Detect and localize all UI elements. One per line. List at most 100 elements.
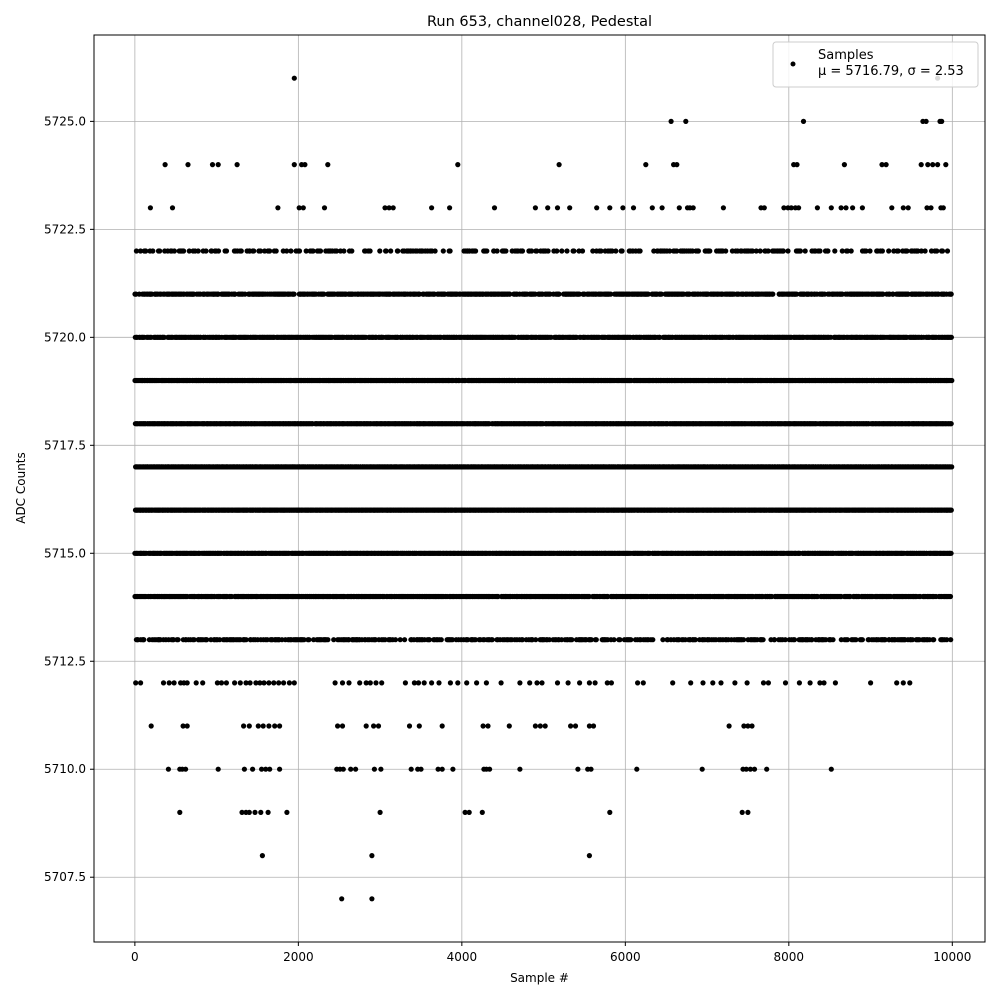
- data-point: [494, 248, 500, 254]
- data-point: [539, 680, 545, 686]
- data-point: [340, 766, 346, 772]
- data-point: [741, 723, 747, 729]
- data-point: [371, 723, 377, 729]
- data-point: [186, 248, 192, 254]
- data-point: [575, 766, 581, 772]
- data-point: [261, 680, 267, 686]
- data-point: [883, 162, 889, 168]
- data-point: [586, 853, 593, 859]
- data-point: [867, 248, 873, 254]
- data-point: [353, 766, 359, 772]
- data-point: [367, 680, 373, 686]
- data-point: [246, 723, 252, 729]
- data-point: [277, 766, 283, 772]
- data-point: [907, 680, 913, 686]
- data-point: [630, 205, 637, 211]
- data-point: [267, 248, 273, 254]
- data-point: [905, 205, 911, 211]
- data-point: [586, 723, 593, 729]
- data-point: [944, 248, 951, 254]
- data-point: [564, 248, 570, 254]
- data-point: [939, 118, 945, 124]
- data-point: [640, 680, 646, 686]
- data-point: [688, 680, 694, 686]
- data-point: [479, 809, 485, 816]
- data-point: [900, 680, 906, 686]
- data-point: [770, 291, 776, 297]
- data-point: [757, 248, 763, 254]
- data-point: [537, 723, 543, 729]
- data-point: [904, 248, 910, 254]
- data-point: [880, 291, 886, 297]
- data-point: [286, 680, 292, 686]
- data-point: [690, 205, 696, 211]
- data-point: [507, 291, 513, 297]
- data-point: [527, 680, 533, 686]
- data-point: [848, 248, 854, 254]
- data-point: [567, 205, 573, 211]
- data-point: [608, 291, 614, 297]
- data-point: [948, 421, 954, 427]
- data-point: [473, 248, 479, 254]
- data-point: [258, 809, 264, 816]
- data-point: [532, 205, 539, 211]
- data-point: [257, 680, 263, 686]
- data-point: [635, 680, 641, 686]
- data-point: [598, 248, 604, 254]
- data-point: [844, 248, 851, 254]
- data-point: [802, 248, 808, 254]
- data-point: [828, 205, 834, 211]
- data-point: [255, 723, 261, 729]
- data-point: [440, 248, 446, 254]
- data-point: [223, 680, 229, 686]
- data-point: [749, 248, 756, 254]
- data-point: [406, 723, 413, 729]
- data-point: [676, 205, 682, 211]
- data-point: [250, 766, 256, 772]
- data-point: [185, 162, 191, 168]
- data-point: [150, 248, 156, 254]
- data-point: [234, 162, 240, 168]
- data-point: [710, 680, 716, 686]
- data-point: [466, 809, 472, 816]
- data-point: [924, 205, 930, 211]
- data-point: [200, 680, 206, 686]
- data-point: [607, 205, 613, 211]
- data-point: [814, 205, 821, 211]
- data-point: [483, 680, 489, 686]
- data-point: [825, 248, 831, 254]
- data-point: [288, 248, 294, 254]
- data-point: [169, 205, 176, 211]
- data-point: [895, 248, 901, 254]
- data-point: [447, 248, 453, 254]
- data-point: [761, 205, 767, 211]
- data-point: [670, 680, 676, 686]
- data-point: [879, 248, 886, 254]
- data-point: [462, 809, 468, 816]
- data-point: [559, 248, 565, 254]
- data-point: [464, 680, 470, 686]
- data-point: [949, 377, 955, 384]
- data-point: [939, 248, 946, 254]
- data-point: [674, 162, 680, 168]
- data-point: [607, 809, 613, 816]
- data-point: [889, 205, 895, 211]
- data-point: [949, 464, 955, 470]
- data-point: [839, 248, 845, 254]
- data-point: [223, 248, 230, 254]
- data-point: [753, 248, 759, 254]
- data-point: [838, 205, 844, 211]
- data-point: [935, 162, 941, 168]
- data-point: [415, 680, 422, 686]
- data-point: [291, 291, 297, 297]
- data-point: [166, 680, 172, 686]
- data-point: [271, 680, 277, 686]
- data-point: [796, 680, 803, 686]
- data-point: [863, 248, 869, 254]
- data-point: [357, 680, 363, 686]
- data-point: [918, 162, 924, 168]
- data-point: [215, 766, 221, 772]
- data-point: [943, 162, 949, 168]
